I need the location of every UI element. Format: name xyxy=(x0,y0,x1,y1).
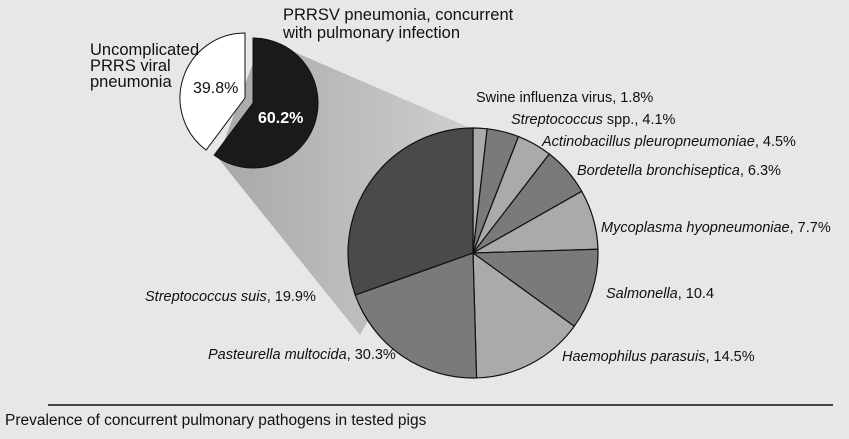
caption: Prevalence of concurrent pulmonary patho… xyxy=(5,412,427,429)
label-streptococcus: Streptococcus spp., 4.1% xyxy=(511,112,676,128)
label-salmonella: Salmonella, 10.4 xyxy=(606,286,714,302)
label-pasteurella-multocida: Pasteurella multocida, 30.3% xyxy=(208,347,396,363)
slice-uncomplicated xyxy=(179,32,246,151)
breakdown-pie xyxy=(347,127,599,379)
slice-concurrent-infection xyxy=(213,37,319,169)
small-pie xyxy=(179,32,319,169)
label-streptococcus-suis: Streptococcus suis, 19.9% xyxy=(145,289,316,305)
label-bordetella-bronchiseptica: Bordetella bronchiseptica, 6.3% xyxy=(577,163,781,179)
slice-pasteurella-multocida xyxy=(347,127,474,296)
label-mycoplasma-hyopneumoniae: Mycoplasma hyopneumoniae, 7.7% xyxy=(601,220,831,236)
value-label-uncomplicated: 39.8% xyxy=(193,80,238,97)
slice-haemophilus-parasuis xyxy=(472,251,576,379)
label-uncomplicated-line: PRRS viral xyxy=(90,57,171,75)
slice-salmonella xyxy=(471,248,599,328)
label-haemophilus-parasuis: Haemophilus parasuis, 14.5% xyxy=(562,349,755,365)
label-actinobacillus-pleuropneumoniae: Actinobacillus pleuropneumoniae, 4.5% xyxy=(541,134,796,150)
label-concurrent-line: with pulmonary infection xyxy=(282,24,460,42)
label-uncomplicated-line: Uncomplicated xyxy=(90,41,199,59)
label-concurrent-line: PRRSV pneumonia, concurrent xyxy=(283,6,514,24)
value-label-concurrent: 60.2% xyxy=(258,110,303,127)
label-swine-influenza-virus: Swine influenza virus, 1.8% xyxy=(476,90,653,106)
label-uncomplicated-line: pneumonia xyxy=(90,73,172,91)
